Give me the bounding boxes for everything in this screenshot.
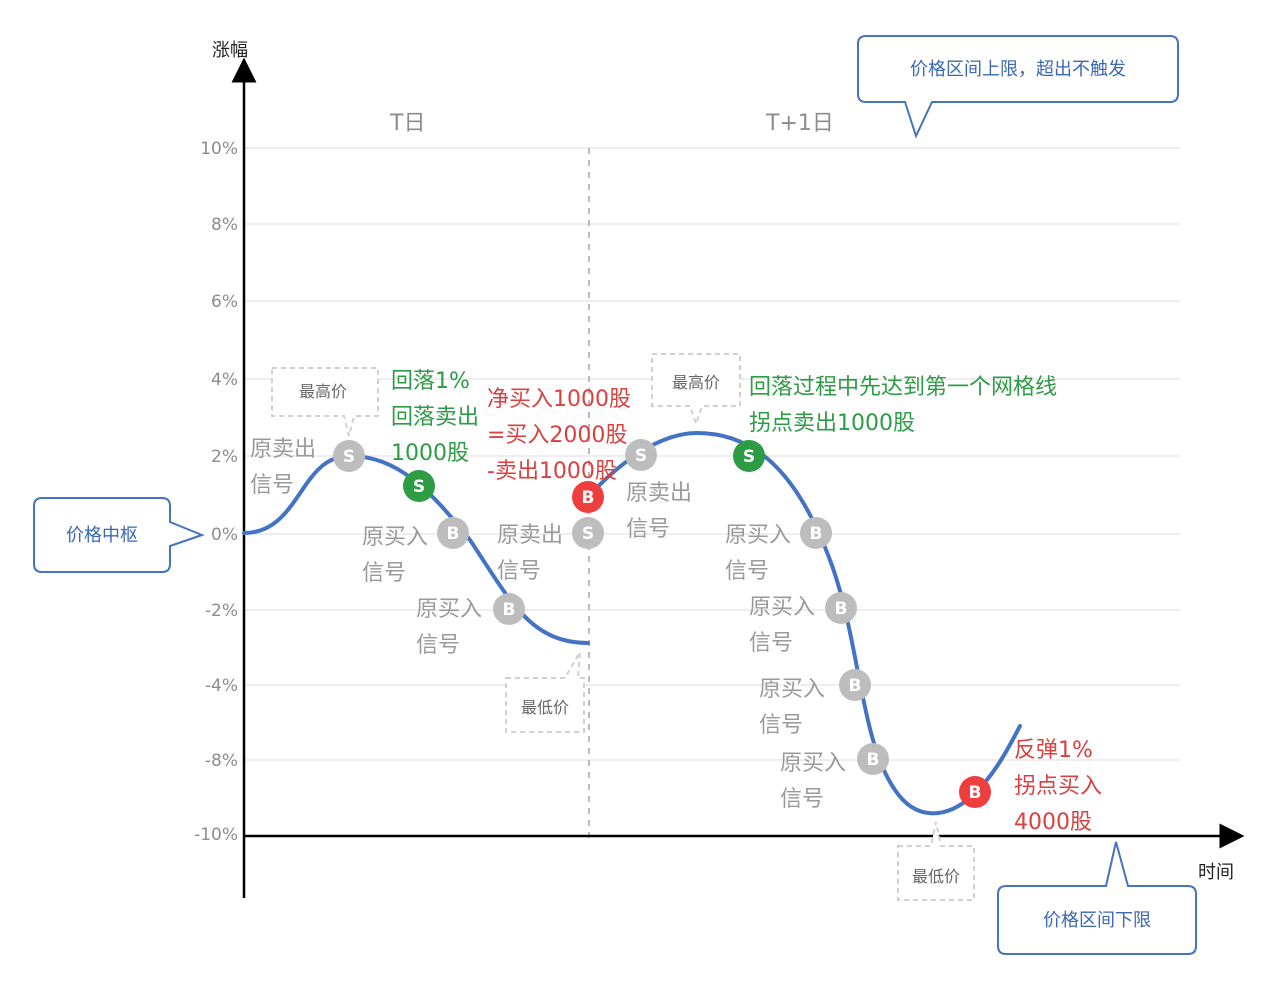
gridlines (244, 147, 1180, 761)
marker-letter: S (635, 446, 647, 466)
marker-orig-buy-5: B (839, 669, 871, 701)
orig-buy-label-1: 原买入信号 (362, 525, 428, 586)
marker-orig-buy-1: B (437, 517, 469, 549)
marker-orig-sell-2: S (572, 517, 604, 549)
annotation-low-t: 最低价 (505, 651, 585, 733)
marker-orig-buy-6: B (857, 743, 889, 775)
y-tick-labels: 10% 8% 6% 4% 2% 0% -2% -4% -8% -10% (194, 139, 238, 845)
callout-center: 价格中枢 (33, 497, 205, 573)
marker-letter: S (413, 477, 425, 497)
marker-letter: B (867, 750, 880, 770)
marker-orig-sell-1: S (333, 440, 365, 472)
annotation-low-t-text: 最低价 (521, 698, 569, 717)
orig-buy-label-3: 原买入信号 (725, 523, 791, 584)
callout-lower-limit: 价格区间下限 (997, 841, 1197, 955)
x-axis-title: 时间 (1198, 862, 1234, 883)
marker-letter: B (582, 488, 595, 508)
marker-letter: B (810, 524, 823, 544)
marker-letter: S (743, 447, 755, 467)
orig-buy-label-2: 原买入信号 (416, 597, 482, 658)
marker-rebound-buy: B (959, 776, 991, 808)
orig-sell-label-2: 原卖出信号 (497, 523, 563, 584)
marker-pullback-sell-t1: S (733, 440, 765, 472)
y-tick-label: -8% (205, 751, 238, 771)
pullback-note-t: 回落1%回落卖出 1000股 (391, 369, 479, 466)
y-tick-label: -4% (205, 676, 238, 696)
orig-buy-label-6: 原买入信号 (780, 751, 846, 812)
orig-buy-label-5: 原买入信号 (759, 677, 825, 738)
annotation-high-t1: 最高价 (651, 353, 741, 428)
annotation-high-t-text: 最高价 (299, 382, 347, 401)
y-tick-label: -2% (205, 601, 238, 621)
y-tick-label: 0% (211, 525, 238, 545)
annotation-low-t1: 最低价 (897, 821, 975, 901)
marker-orig-buy-2: B (493, 593, 525, 625)
y-tick-label: 2% (211, 447, 238, 467)
marker-letter: B (969, 783, 982, 803)
callout-lower-text: 价格区间下限 (1043, 910, 1151, 931)
callout-upper-limit: 价格区间上限，超出不触发 (857, 35, 1179, 139)
orig-buy-label-4: 原买入信号 (749, 595, 815, 656)
marker-letter: S (343, 447, 355, 467)
marker-orig-sell-3: S (625, 439, 657, 471)
annotation-high-t: 最高价 (271, 367, 379, 437)
marker-letter: B (503, 600, 516, 620)
marker-letter: B (447, 524, 460, 544)
day-label-t1: T+1日 (765, 111, 834, 136)
orig-sell-label-3: 原卖出信号 (626, 481, 692, 542)
y-tick-label: 6% (211, 292, 238, 312)
net-buy-note: 净买入1000股=买入2000股-卖出1000股 (487, 387, 631, 484)
marker-orig-buy-4: B (825, 592, 857, 624)
marker-letter: B (849, 676, 862, 696)
marker-orig-buy-3: B (800, 517, 832, 549)
annotation-high-t1-text: 最高价 (672, 373, 720, 392)
marker-letter: S (582, 524, 594, 544)
annotation-low-t1-text: 最低价 (912, 867, 960, 886)
rebound-note: 反弹1%拐点买入 4000股 (1014, 738, 1102, 835)
day-label-t: T日 (389, 111, 425, 136)
y-axis-title: 涨幅 (212, 40, 248, 61)
pullback-note-t1: 回落过程中先达到第一个网格线拐点卖出1000股 (749, 375, 1057, 436)
y-tick-label: -10% (194, 825, 238, 845)
y-tick-label: 4% (211, 370, 238, 390)
callout-center-text: 价格中枢 (66, 525, 138, 546)
y-tick-label: 10% (200, 139, 238, 159)
callout-upper-text: 价格区间上限，超出不触发 (910, 59, 1126, 80)
marker-letter: B (835, 599, 848, 619)
marker-pullback-sell-t: S (403, 470, 435, 502)
y-tick-label: 8% (211, 215, 238, 235)
marker-net-buy: B (572, 481, 604, 513)
orig-sell-label-1: 原卖出信号 (250, 437, 316, 498)
